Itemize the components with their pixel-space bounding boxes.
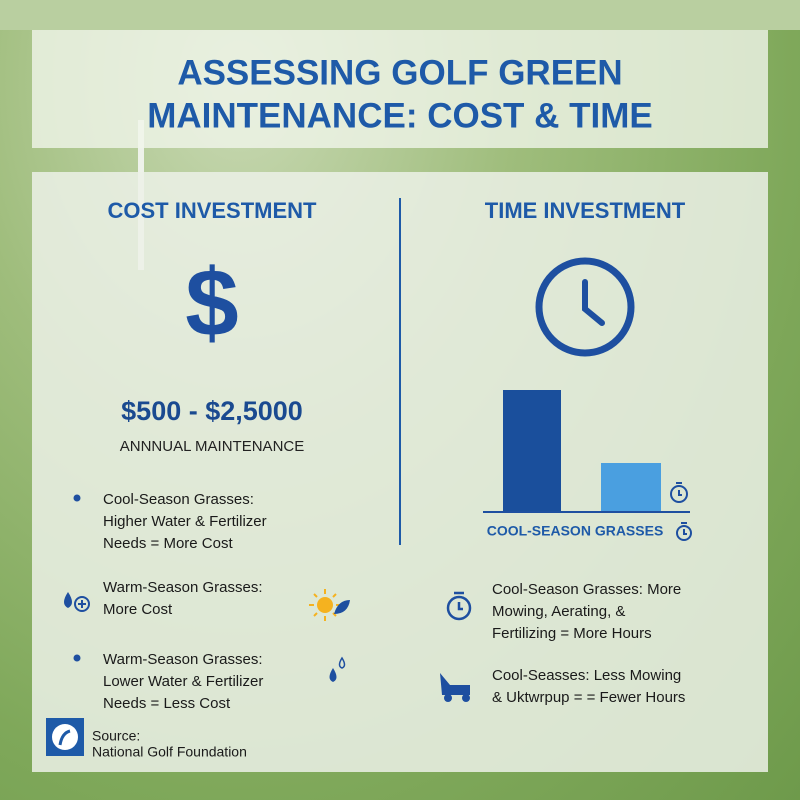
item-line: Needs = More Cost [103,535,233,552]
item-line: Warm-Season Grasses: [103,579,263,596]
title-line: MAINTENANCE: COST & TIME [147,96,653,135]
mower-icon [440,673,470,702]
source-label: Source: [92,728,140,744]
item-line: & Uktwrpup = = Fewer Hours [492,689,685,706]
item-line: Lower Water & Fertilizer [103,673,263,690]
item-line: Higher Water & Fertilizer [103,513,267,530]
item-line: Fertilizing = More Hours [492,625,652,642]
source-name: National Golf Foundation [92,744,247,760]
bar [601,463,661,512]
title-line: ASSESSING GOLF GREEN [177,53,622,92]
drops-icon [329,656,346,682]
item-line: Mowing, Aerating, & [492,603,625,620]
item-line: Needs = Less Cost [103,695,231,712]
bullet [73,494,81,502]
section-heading: COST INVESTMENT [107,198,317,223]
source-logo [46,718,84,756]
bullet [73,654,81,662]
title-box [32,30,768,148]
clock-icon [535,257,635,357]
item-line: Cool-Seasses: Less Mowing [492,667,681,684]
cost-amount-label: ANNNUAL MAINTENANCE [120,438,304,455]
background-sky [0,0,800,30]
item-line: Cool-Season Grasses: More [492,581,681,598]
stopwatch-icon [670,482,688,503]
stopwatch-icon [446,591,472,621]
chart-label: COOL-SEASON GRASSES [487,523,664,539]
bar [503,390,561,512]
water-icon [64,592,90,612]
item-line: More Cost [103,601,173,618]
sun-leaf-icon [309,589,350,621]
cost-amount: $500 - $2,5000 [121,396,303,426]
stopwatch-icon [676,522,692,541]
item-line: Warm-Season Grasses: [103,651,263,668]
dollar-symbol: $ [185,249,238,356]
section-heading: TIME INVESTMENT [485,198,686,223]
item-line: Cool-Season Grasses: [103,491,254,508]
